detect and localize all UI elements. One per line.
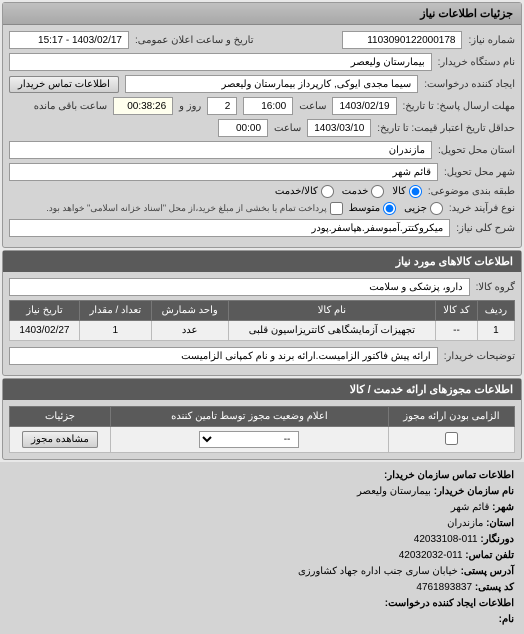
permits-header: اطلاعات مجوزهای ارائه خدمت / کالا	[3, 379, 521, 400]
time-label-1: ساعت	[299, 101, 326, 112]
panel-header: جزئیات اطلاعات نیاز	[3, 3, 521, 25]
view-permit-button[interactable]: مشاهده مجوز	[22, 431, 98, 448]
province-field: مازندران	[9, 141, 432, 159]
proc-low-label: جزیی	[404, 203, 427, 214]
process-radio-group: جزیی متوسط	[349, 202, 443, 215]
permits-panel: اطلاعات مجوزهای ارائه خدمت / کالا الزامی…	[2, 378, 522, 460]
address-label: آدرس پستی:	[461, 566, 514, 577]
notes-field: ارائه پیش فاکتور الزامیست.ارائه برند و ن…	[9, 347, 438, 365]
treasury-checkbox[interactable]	[330, 202, 343, 215]
process-label: نوع فرآیند خرید:	[449, 203, 515, 214]
remain-label: ساعت باقی مانده	[34, 101, 107, 112]
col-unit: واحد شمارش	[151, 301, 228, 321]
phone-value: 011-42033108	[414, 534, 478, 545]
cell-code: --	[436, 321, 478, 341]
name-label: نام:	[499, 614, 514, 625]
category-label: طبقه بندی موضوعی:	[428, 186, 515, 197]
time-label-2: ساعت	[274, 123, 301, 134]
permit-row: -- مشاهده مجوز	[10, 427, 515, 453]
contact2-label: تلفن تماس:	[465, 550, 514, 561]
cat-both-label: کالا/خدمت	[275, 186, 318, 197]
buyer-contact-info: اطلاعات تماس سازمان خریدار: نام سازمان خ…	[0, 462, 524, 634]
address-value: خیابان ساری جنب اداره جهاد کشاورزی	[298, 566, 458, 577]
cell-unit: عدد	[151, 321, 228, 341]
cell-date: 1403/02/27	[10, 321, 80, 341]
col-row: ردیف	[477, 301, 514, 321]
cat-goods-label: کالا	[392, 186, 406, 197]
permits-table: الزامی بودن ارائه مجوز اعلام وضعیت مجوز …	[9, 406, 515, 453]
proc-mid-radio[interactable]	[383, 202, 396, 215]
request-no-field: 1103090122000178	[342, 31, 462, 49]
contact-info-button[interactable]: اطلاعات تماس خریدار	[9, 76, 119, 93]
category-radio-group: کالا خدمت کالا/خدمت	[275, 185, 422, 198]
desc-field: میکروکتتر.آمبوسفر.هپاسفر.پودر	[9, 219, 450, 237]
group-field: دارو، پزشکی و سلامت	[9, 278, 470, 296]
days-label: روز و	[179, 101, 201, 112]
validity-label: حداقل تاریخ اعتبار قیمت: تا تاریخ:	[377, 123, 515, 134]
group-label: گروه کالا:	[476, 282, 515, 293]
province2-value: مازندران	[447, 518, 483, 529]
city-label: شهر محل تحویل:	[444, 167, 515, 178]
goods-info-panel: اطلاعات کالاهای مورد نیاز گروه کالا: دار…	[2, 250, 522, 376]
req-info-label: اطلاعات ایجاد کننده درخواست:	[385, 598, 514, 609]
proc-mid-label: متوسط	[349, 203, 380, 214]
validity-date-field: 1403/03/10	[307, 119, 371, 137]
deadline-date-field: 1403/02/19	[332, 97, 396, 115]
cat-service-radio[interactable]	[371, 185, 384, 198]
province2-label: استان:	[486, 518, 514, 529]
col-details: جزئیات	[10, 407, 111, 427]
goods-table: ردیف کد کالا نام کالا واحد شمارش تعداد /…	[9, 300, 515, 341]
cell-qty: 1	[79, 321, 151, 341]
days-field: 2	[207, 97, 237, 115]
proc-low-radio[interactable]	[430, 202, 443, 215]
deadline-time-field: 16:00	[243, 97, 293, 115]
device-field: بیمارستان ولیعصر	[9, 53, 432, 71]
table-row: 1 -- تجهیزات آزمایشگاهی کاتتریزاسیون قلب…	[10, 321, 515, 341]
col-status: اعلام وضعیت مجوز توسط تامین کننده	[111, 407, 389, 427]
org-value: بیمارستان ولیعصر	[357, 486, 431, 497]
validity-time-field: 00:00	[218, 119, 268, 137]
col-required: الزامی بودن ارائه مجوز	[388, 407, 514, 427]
creator-label: ایجاد کننده درخواست:	[424, 79, 515, 90]
process-note: پرداخت تمام یا بخشی از مبلغ خرید،از محل …	[46, 203, 326, 214]
col-qty: تعداد / مقدار	[79, 301, 151, 321]
countdown-field: 00:38:26	[113, 97, 173, 115]
request-no-label: شماره نیاز:	[468, 35, 515, 46]
need-details-panel: جزئیات اطلاعات نیاز شماره نیاز: 11030901…	[2, 2, 522, 248]
org-label: نام سازمان خریدار:	[434, 486, 514, 497]
col-date: تاریخ نیاز	[10, 301, 80, 321]
cell-name: تجهیزات آزمایشگاهی کاتتریزاسیون قلبی	[228, 321, 435, 341]
cat-both-radio[interactable]	[321, 185, 334, 198]
city2-label: شهر:	[492, 502, 514, 513]
cell-row: 1	[477, 321, 514, 341]
postal-label: کد پستی:	[475, 582, 514, 593]
city-field: قائم شهر	[9, 163, 438, 181]
contact2-value: 011-42032032	[399, 550, 463, 561]
device-label: نام دستگاه خریدار:	[438, 57, 515, 68]
goods-panel-header: اطلاعات کالاهای مورد نیاز	[3, 251, 521, 272]
required-checkbox[interactable]	[445, 432, 458, 445]
deadline-label: مهلت ارسال پاسخ: تا تاریخ:	[403, 101, 515, 112]
col-name: نام کالا	[228, 301, 435, 321]
col-code: کد کالا	[436, 301, 478, 321]
city2-value: قائم شهر	[451, 502, 490, 513]
status-select[interactable]: --	[199, 431, 299, 448]
creator-field: سیما مجدی ایوکی, کارپرداز بیمارستان ولیع…	[125, 75, 418, 93]
phone-label: دورنگار:	[480, 534, 514, 545]
cat-goods-radio[interactable]	[409, 185, 422, 198]
province-label: استان محل تحویل:	[438, 145, 515, 156]
cat-service-label: خدمت	[342, 186, 369, 197]
notes-label: توضیحات خریدار:	[444, 351, 515, 362]
postal-value: 4761893837	[416, 582, 472, 593]
contact-title: اطلاعات تماس سازمان خریدار:	[384, 470, 514, 481]
desc-label: شرح کلی نیاز:	[456, 223, 515, 234]
announce-field: 1403/02/17 - 15:17	[9, 31, 129, 49]
announce-label: تاریخ و ساعت اعلان عمومی:	[135, 35, 254, 46]
